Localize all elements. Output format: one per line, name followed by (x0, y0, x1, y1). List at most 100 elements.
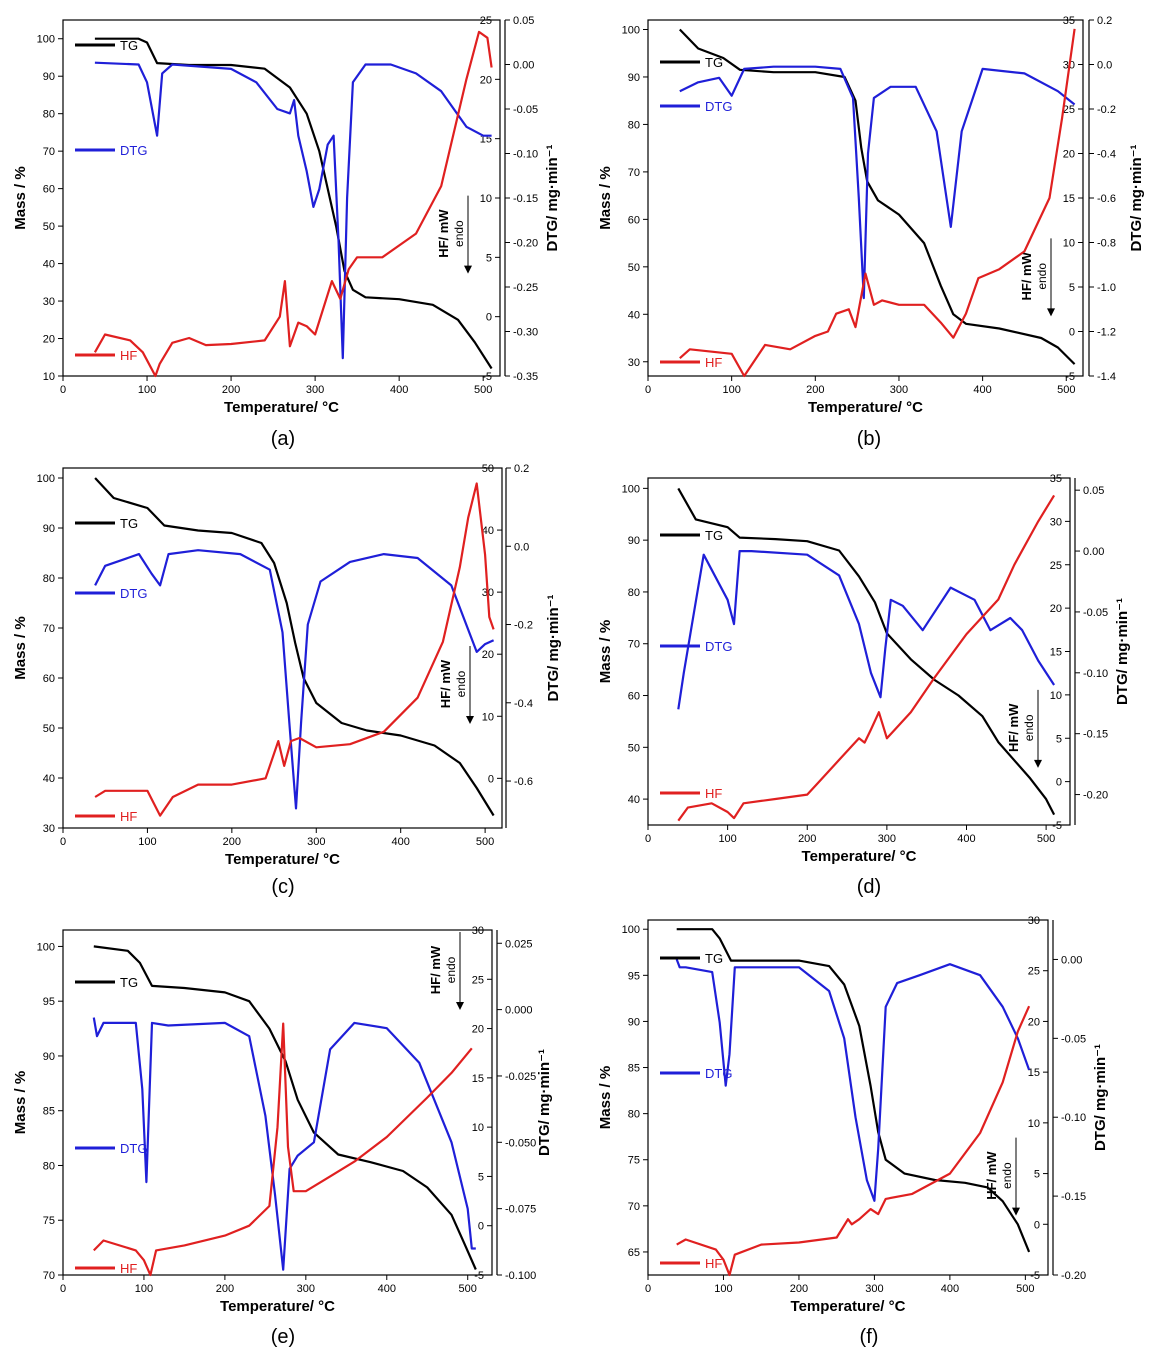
x-tick-label: 500 (1016, 1283, 1034, 1295)
hf-tick-label: -5 (474, 1270, 484, 1282)
mass-tick-label: 90 (628, 1016, 640, 1028)
mass-tick-label: 90 (628, 535, 640, 547)
dtg-tick-label: -0.15 (1083, 729, 1108, 741)
mass-tick-label: 90 (43, 1051, 55, 1063)
dtg-tick-label: 0.00 (513, 60, 534, 72)
dtg-tick-label: -0.075 (505, 1204, 536, 1216)
series-dtg-line (92, 1017, 476, 1271)
mass-tick-label: 100 (622, 924, 640, 936)
x-tick-label: 100 (138, 384, 156, 396)
chart-panel-3: 0 100 200 300 400 500304050607080901000102030… (12, 463, 562, 898)
legend-label-dtg: DTG (705, 639, 732, 654)
mass-tick-label: 80 (43, 1160, 55, 1172)
hf-tick-label: 20 (472, 1024, 484, 1036)
dtg-tick-label: -0.20 (1083, 790, 1108, 802)
hf-tick-label: -5 (1052, 820, 1062, 832)
mass-tick-label: 40 (43, 773, 55, 785)
mass-tick-label: 70 (43, 146, 55, 158)
mass-tick-label: 70 (628, 167, 640, 179)
x-tick-label: 0 (645, 1283, 651, 1295)
mass-axis-title: Mass / % (12, 616, 29, 679)
hf-tick-label: -5 (1030, 1270, 1040, 1282)
mass-axis-title: Mass / % (12, 1071, 29, 1134)
legend-label-dtg: DTG (705, 1066, 732, 1081)
mass-tick-label: 65 (628, 1247, 640, 1259)
legend-label-hf: HF (705, 1256, 722, 1271)
dtg-tick-label: -0.100 (505, 1270, 536, 1282)
dtg-tick-label: -0.6 (514, 776, 533, 788)
panel-label: (e) (271, 1326, 295, 1348)
x-tick-label: 300 (307, 836, 325, 848)
endo-arrow-head (456, 1002, 464, 1010)
series-tg-line (94, 477, 495, 817)
hf-tick-label: 10 (1063, 238, 1075, 250)
dtg-tick-label: -0.6 (1097, 193, 1116, 205)
hf-tick-label: 20 (480, 74, 492, 86)
x-tick-label: 200 (806, 384, 824, 396)
dtg-axis-title: DTG/ mg·min⁻¹ (544, 144, 561, 251)
panel-label: (f) (860, 1326, 879, 1348)
mass-tick-label: 95 (43, 996, 55, 1008)
mass-tick-label: 70 (628, 639, 640, 651)
hf-tick-label: 35 (1063, 15, 1075, 27)
legend-label-hf: HF (120, 348, 137, 363)
dtg-axis-title: DTG/ mg·min⁻¹ (545, 594, 562, 701)
mass-tick-label: 75 (43, 1215, 55, 1227)
dtg-tick-label: 0.2 (1097, 15, 1112, 27)
mass-tick-label: 30 (43, 823, 55, 835)
hf-tick-label: 15 (1063, 193, 1075, 205)
series-dtg-line (675, 959, 1031, 1202)
panel-label: (d) (857, 876, 881, 898)
x-tick-label: 100 (718, 833, 736, 845)
dtg-tick-label: 0.025 (505, 938, 533, 950)
x-tick-label: 200 (798, 833, 816, 845)
x-tick-label: 100 (138, 836, 156, 848)
mass-tick-label: 10 (43, 371, 55, 383)
dtg-tick-label: -0.050 (505, 1137, 536, 1149)
dtg-tick-label: -0.25 (513, 282, 538, 294)
x-tick-label: 0 (645, 833, 651, 845)
hf-tick-label: 20 (1028, 1016, 1040, 1028)
dtg-tick-label: 0.05 (1083, 485, 1104, 497)
hf-tick-label: 5 (1056, 733, 1062, 745)
mass-axis-title: Mass / % (597, 166, 614, 229)
mass-tick-label: 80 (43, 573, 55, 585)
x-tick-label: 0 (60, 1283, 66, 1295)
x-tick-label: 500 (459, 1283, 477, 1295)
x-tick-label: 500 (474, 384, 492, 396)
mass-tick-label: 80 (628, 119, 640, 131)
dtg-tick-label: -1.2 (1097, 327, 1116, 339)
dtg-tick-label: 0.000 (505, 1005, 533, 1017)
dtg-tick-label: -0.10 (1061, 1112, 1086, 1124)
hf-tick-label: 10 (482, 711, 494, 723)
hf-endo-label: endo (452, 220, 466, 247)
x-tick-label: 100 (722, 384, 740, 396)
chart-panel-2: 0 100 200 300 400 500 30 40 50 60 70 80 90 100 -5 0 5 10 1… (597, 15, 1145, 450)
hf-tick-label: 0 (1034, 1219, 1040, 1231)
dtg-tick-label: -0.10 (513, 149, 538, 161)
hf-tick-label: 5 (486, 252, 492, 264)
dtg-tick-label: 0.0 (1097, 60, 1112, 72)
mass-tick-label: 100 (37, 941, 55, 953)
hf-endo-label: endo (1000, 1162, 1014, 1189)
panel-label: (b) (857, 428, 881, 450)
series-tg-line (679, 28, 1076, 365)
dtg-tick-label: 0.00 (1061, 954, 1082, 966)
hf-tick-label: 25 (480, 15, 492, 27)
chart-panel-4: 0 100 200 300 400 500 40 50 60 70 80 90 100 -5 0 5 10 15 2… (597, 473, 1131, 898)
x-tick-label: 100 (135, 1283, 153, 1295)
hf-axis-title: HF/ mW (1006, 703, 1021, 752)
mass-tick-label: 50 (628, 262, 640, 274)
mass-tick-label: 20 (43, 334, 55, 346)
endo-arrow-head (1012, 1207, 1020, 1216)
dtg-tick-label: 0.00 (1083, 546, 1104, 558)
hf-tick-label: 50 (482, 463, 494, 475)
hf-endo-label: endo (444, 956, 458, 983)
series-dtg-line (677, 549, 1056, 710)
hf-tick-label: 25 (1028, 966, 1040, 978)
mass-tick-label: 80 (43, 109, 55, 121)
hf-tick-label: 10 (472, 1122, 484, 1134)
x-tick-label: 300 (306, 384, 324, 396)
